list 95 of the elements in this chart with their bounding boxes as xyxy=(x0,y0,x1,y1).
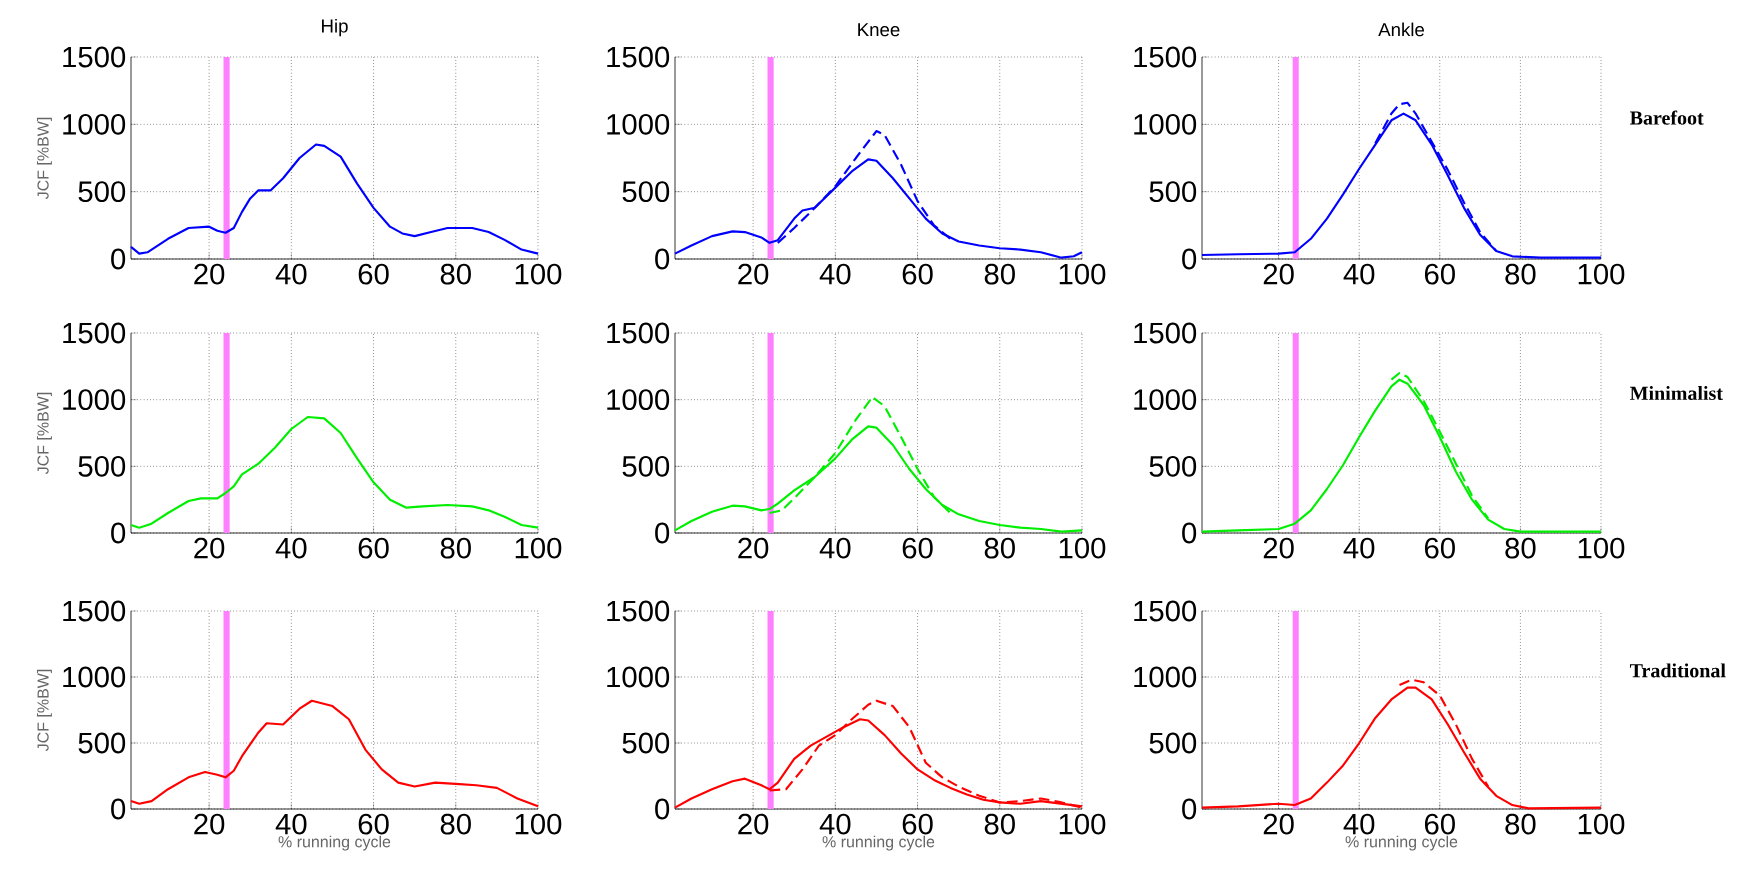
y-tick-label: 500 xyxy=(78,181,126,203)
x-tick-label: 20 xyxy=(194,537,225,559)
x-tick-label: 60 xyxy=(902,813,933,835)
x-tick-label: 80 xyxy=(984,263,1015,285)
x-tick-label: 80 xyxy=(1505,813,1536,835)
y-tick-label: 1500 xyxy=(607,46,670,68)
x-tick-label: 20 xyxy=(738,537,769,559)
y-tick-label: 1000 xyxy=(63,666,126,688)
y-tick-label: 1000 xyxy=(1134,666,1197,688)
x-tick-label: 40 xyxy=(819,813,851,835)
y-tick-label: 500 xyxy=(622,181,670,203)
x-tick-label: 100 xyxy=(1059,537,1106,559)
y-tick-label: 1500 xyxy=(607,600,670,622)
y-tick-label: 0 xyxy=(111,798,126,820)
line-series xyxy=(129,415,540,529)
text: Barefoot xyxy=(1629,110,1704,125)
x-tick-label: 40 xyxy=(819,537,851,559)
x-tick-label: 80 xyxy=(984,537,1015,559)
y-tick-label: 1500 xyxy=(1134,600,1197,622)
y-tick-label: 0 xyxy=(1182,522,1197,544)
y-tick-label: 1000 xyxy=(607,389,670,411)
y-tick-label: 0 xyxy=(655,248,670,270)
text: Minimalist xyxy=(1629,385,1723,401)
x-axis-title: % running cycle xyxy=(1345,835,1458,851)
y-axis-title: JCF [%BW] xyxy=(36,117,52,200)
x-tick-label: 80 xyxy=(440,537,471,559)
x-tick-label: 100 xyxy=(515,813,562,835)
y-tick-label: 1500 xyxy=(63,46,126,68)
x-tick-label: 60 xyxy=(1424,263,1455,285)
x-tick-label: 100 xyxy=(1578,537,1625,559)
x-tick-label: 60 xyxy=(902,263,933,285)
x-tick-label: 100 xyxy=(1578,813,1625,835)
y-axis-title: JCF [%BW] xyxy=(36,669,52,752)
y-tick-label: 500 xyxy=(78,732,126,754)
x-tick-label: 40 xyxy=(1343,263,1375,285)
y-tick-label: 1000 xyxy=(607,113,670,135)
y-tick-label: 1500 xyxy=(63,600,126,622)
x-tick-label: 80 xyxy=(440,263,471,285)
text: Traditional xyxy=(1629,663,1726,678)
x-tick-label: 40 xyxy=(275,263,307,285)
x-tick-label: 60 xyxy=(1424,537,1455,559)
y-tick-label: 1000 xyxy=(63,389,126,411)
x-tick-label: 40 xyxy=(275,537,307,559)
x-tick-label: 60 xyxy=(358,263,389,285)
y-tick-label: 500 xyxy=(1149,732,1197,754)
x-tick-label: 40 xyxy=(819,263,851,285)
y-tick-label: 1500 xyxy=(607,322,670,344)
y-tick-label: 1500 xyxy=(1134,46,1197,68)
x-tick-label: 40 xyxy=(1343,537,1375,559)
chart-title: Hip xyxy=(322,18,348,37)
y-tick-label: 0 xyxy=(111,248,126,270)
x-tick-label: 60 xyxy=(902,537,933,559)
x-tick-label: 40 xyxy=(275,813,307,835)
y-tick-label: 0 xyxy=(111,522,126,544)
x-axis-title: % running cycle xyxy=(278,835,391,851)
y-tick-label: 0 xyxy=(1182,798,1197,820)
y-tick-label: 1000 xyxy=(63,113,126,135)
x-tick-label: 20 xyxy=(194,263,225,285)
x-tick-label: 100 xyxy=(1578,263,1625,285)
x-tick-label: 100 xyxy=(515,537,562,559)
y-tick-label: 500 xyxy=(1149,455,1197,477)
line-series xyxy=(129,143,540,255)
x-tick-label: 80 xyxy=(1505,537,1536,559)
x-tick-label: 20 xyxy=(1263,813,1294,835)
y-tick-label: 500 xyxy=(622,455,670,477)
y-tick-label: 1000 xyxy=(1134,389,1197,411)
x-tick-label: 40 xyxy=(1343,813,1375,835)
y-tick-label: 500 xyxy=(78,455,126,477)
y-tick-label: 0 xyxy=(655,798,670,820)
y-tick-label: 1000 xyxy=(1134,113,1197,135)
x-tick-label: 100 xyxy=(515,263,562,285)
x-tick-label: 80 xyxy=(984,813,1015,835)
y-axis-title: JCF [%BW] xyxy=(36,392,52,475)
x-tick-label: 60 xyxy=(358,813,389,835)
y-tick-label: 0 xyxy=(1182,248,1197,270)
x-tick-label: 20 xyxy=(194,813,225,835)
x-axis-title: % running cycle xyxy=(822,835,935,851)
x-tick-label: 20 xyxy=(1263,537,1294,559)
chart-title: Knee xyxy=(858,23,900,37)
x-tick-label: 80 xyxy=(1505,263,1536,285)
y-tick-label: 500 xyxy=(622,732,670,754)
x-tick-label: 20 xyxy=(738,263,769,285)
x-tick-label: 100 xyxy=(1059,263,1106,285)
x-tick-label: 100 xyxy=(1059,813,1106,835)
x-tick-label: 20 xyxy=(738,813,769,835)
x-tick-label: 60 xyxy=(358,537,389,559)
y-tick-label: 1000 xyxy=(607,666,670,688)
y-tick-label: 500 xyxy=(1149,181,1197,203)
y-tick-label: 1500 xyxy=(63,322,126,344)
y-tick-label: 1500 xyxy=(1134,322,1197,344)
x-tick-label: 20 xyxy=(1263,263,1294,285)
x-tick-label: 60 xyxy=(1424,813,1455,835)
y-tick-label: 0 xyxy=(655,522,670,544)
chart-title: Ankle xyxy=(1378,22,1425,37)
x-tick-label: 80 xyxy=(440,813,471,835)
